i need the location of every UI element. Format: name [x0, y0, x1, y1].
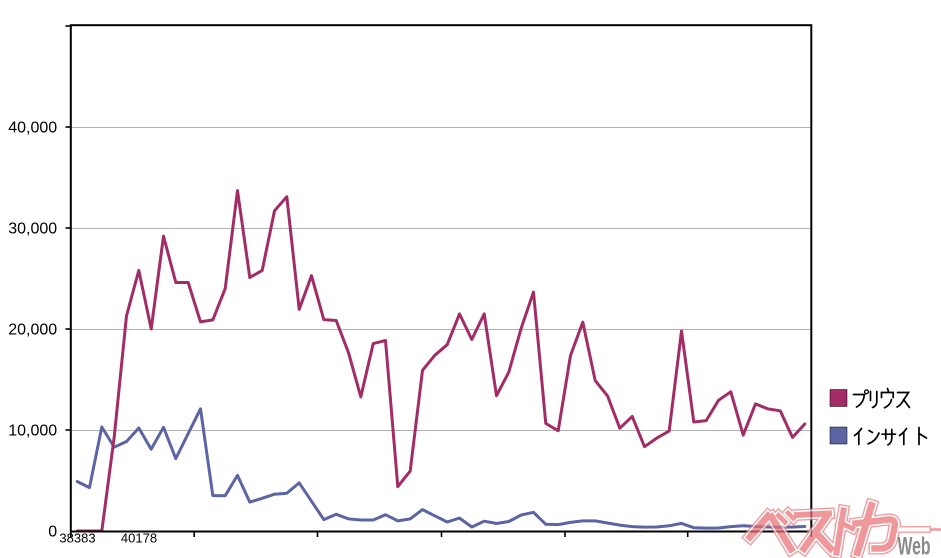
- svg-text:0: 0: [48, 524, 57, 541]
- svg-text:10,000: 10,000: [8, 423, 57, 440]
- svg-text:Web: Web: [898, 533, 931, 558]
- svg-text:30,000: 30,000: [8, 221, 57, 238]
- svg-text:40,000: 40,000: [8, 120, 57, 137]
- svg-text:38383: 38383: [59, 531, 95, 546]
- svg-text:20,000: 20,000: [8, 322, 57, 339]
- svg-text:40178: 40178: [121, 531, 157, 546]
